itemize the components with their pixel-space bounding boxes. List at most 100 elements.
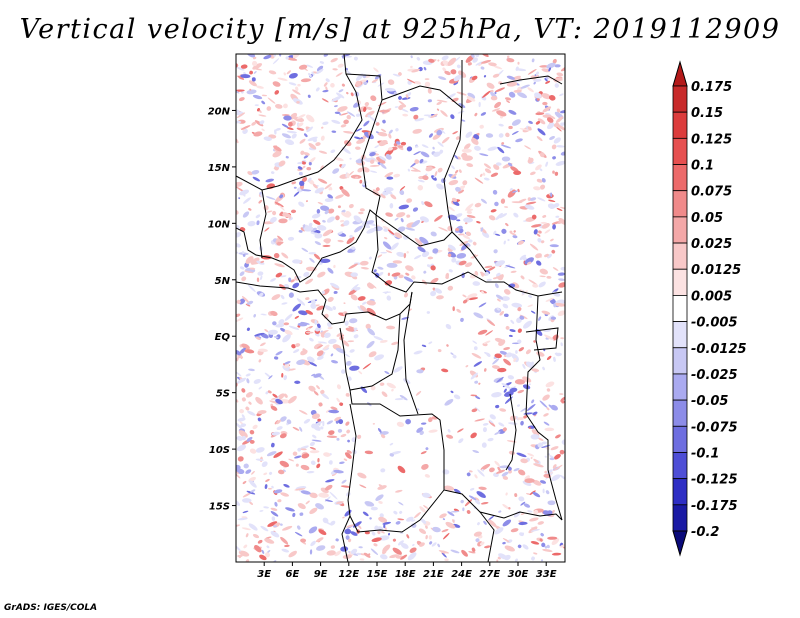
field-cell [314, 241, 321, 246]
field-cell [461, 119, 466, 122]
field-cell [397, 518, 405, 521]
field-cell [314, 319, 318, 326]
field-cell [406, 251, 409, 254]
field-cell [275, 272, 283, 278]
field-cell [265, 536, 272, 539]
field-cell [376, 156, 386, 164]
field-cell [366, 300, 376, 306]
field-cell [267, 390, 272, 394]
field-cell [275, 398, 283, 405]
field-cell [424, 474, 430, 478]
field-cell [536, 178, 542, 183]
field-cell [281, 123, 289, 128]
field-cell [265, 552, 270, 558]
y-tick-label: 10S [209, 445, 230, 456]
field-cell [252, 533, 260, 539]
field-cell [471, 408, 478, 413]
field-cell [544, 427, 555, 432]
field-cell [242, 492, 252, 498]
border-line [381, 60, 463, 110]
field-cell [288, 550, 298, 558]
field-cell [476, 221, 481, 224]
field-cell [440, 110, 448, 117]
field-cell [553, 137, 561, 144]
field-cell [407, 552, 417, 561]
field-cell [282, 334, 291, 343]
field-cell [492, 189, 498, 195]
field-cell [416, 57, 421, 61]
field-cell [488, 62, 497, 67]
field-cell [448, 179, 459, 186]
field-cell [273, 54, 277, 57]
field-cell [293, 191, 300, 197]
field-cell [556, 72, 564, 77]
field-cell [261, 94, 268, 97]
field-cell [411, 220, 421, 228]
field-cell [552, 58, 557, 64]
field-cell [513, 80, 523, 83]
field-cell [498, 553, 508, 560]
field-cell [533, 340, 536, 343]
field-cell [325, 479, 335, 483]
field-cell [450, 69, 457, 75]
field-cell [397, 465, 406, 474]
field-cell [325, 86, 328, 91]
field-cell [384, 280, 393, 286]
field-cell [444, 558, 449, 562]
field-cell [369, 170, 378, 173]
colorbar-label: 0.125 [691, 132, 732, 147]
field-cell [468, 239, 473, 243]
field-cell [483, 177, 490, 181]
field-cell [288, 277, 292, 282]
field-cell [494, 233, 501, 236]
field-cell [524, 145, 532, 150]
field-cell [518, 469, 526, 476]
field-cell [260, 275, 263, 280]
field-cell [269, 216, 277, 223]
field-cell [443, 485, 455, 491]
field-cell [531, 214, 537, 220]
field-cell [307, 361, 318, 367]
field-cell [309, 441, 315, 447]
field-cell [513, 467, 520, 472]
field-cell [553, 453, 561, 460]
field-cell [259, 292, 264, 297]
field-cell [486, 82, 495, 89]
field-cell [554, 83, 559, 88]
field-cell [321, 290, 325, 295]
field-cell [366, 106, 373, 110]
field-cell [380, 468, 386, 473]
field-cell [309, 257, 315, 263]
field-cell [554, 302, 565, 307]
field-cell [242, 211, 250, 218]
field-cell [334, 111, 341, 115]
field-cell [405, 94, 409, 99]
field-cell [271, 516, 276, 521]
field-cell [345, 211, 352, 217]
field-cell [423, 270, 427, 274]
field-cell [379, 382, 385, 386]
colorbar-bin [672, 242, 688, 270]
field-cell [504, 391, 514, 397]
field-cell [552, 156, 556, 160]
field-cell [419, 236, 429, 245]
field-cell [549, 136, 555, 140]
field-cell [379, 431, 389, 436]
field-cell [281, 548, 290, 553]
field-cell [491, 392, 502, 398]
field-cell [248, 368, 255, 372]
field-cell [425, 535, 428, 540]
field-cell [501, 228, 507, 234]
field-cell [533, 81, 536, 85]
field-cell [241, 527, 251, 531]
field-cell [331, 360, 338, 364]
border-line [236, 281, 413, 325]
field-cell [416, 369, 424, 374]
field-cell [519, 315, 525, 320]
field-cell [363, 81, 368, 85]
field-cell [502, 541, 506, 545]
field-cell [237, 417, 246, 422]
field-cell [239, 266, 245, 270]
field-cell [530, 434, 540, 440]
field-cell [425, 447, 429, 451]
